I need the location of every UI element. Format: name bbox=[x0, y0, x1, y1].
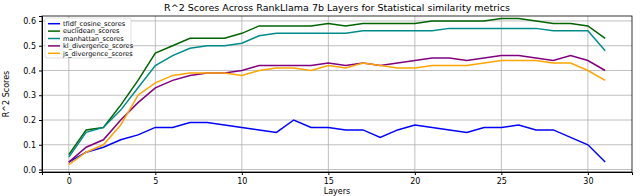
chart: 0 5 10 15 20 25 30 0.0 0.1 0.2 0.3 0.4 0.5 0.6 tfidf_c… bbox=[0, 0, 640, 196]
legend: tfidf_cosine_scoreseuclidean_scoresmanha… bbox=[45, 18, 134, 58]
tick: 0.4 bbox=[23, 67, 42, 76]
grid-line bbox=[501, 16, 502, 172]
tick-label: 0.3 bbox=[23, 91, 36, 100]
tick-mark bbox=[155, 172, 156, 175]
tick-label: 0.5 bbox=[23, 42, 36, 51]
legend-swatch bbox=[48, 53, 60, 55]
grid-line bbox=[587, 16, 588, 172]
series-line bbox=[69, 56, 605, 162]
tick-label: 10 bbox=[237, 177, 247, 186]
tick: 15 bbox=[324, 172, 334, 186]
tick-mark bbox=[39, 46, 42, 47]
x-axis-title: Layers bbox=[324, 187, 350, 196]
title: R^2 Scores Across RankLlama 7b Layers fo… bbox=[164, 2, 510, 13]
grid-line bbox=[42, 169, 632, 170]
tick-mark bbox=[69, 172, 70, 175]
grid-line bbox=[414, 16, 415, 172]
tick-mark bbox=[39, 145, 42, 146]
tick: 10 bbox=[237, 172, 247, 186]
tick-mark bbox=[501, 172, 502, 175]
tick: 0.6 bbox=[23, 17, 42, 26]
tick-mark bbox=[39, 70, 42, 71]
tick-label: 0.6 bbox=[23, 17, 36, 26]
tick-label: 0.2 bbox=[23, 116, 36, 125]
grid-line bbox=[42, 144, 632, 145]
tick-mark bbox=[39, 21, 42, 22]
legend-label: js_divergence_scores bbox=[62, 50, 133, 58]
grid-line bbox=[42, 120, 632, 121]
tick-mark bbox=[588, 172, 589, 175]
tick-label: 5 bbox=[153, 177, 158, 186]
tick: 0.2 bbox=[23, 116, 42, 125]
tick-mark bbox=[39, 95, 42, 96]
grid bbox=[42, 16, 632, 172]
series-line bbox=[69, 120, 605, 162]
tick-label: 0.4 bbox=[23, 67, 36, 76]
legend-swatch bbox=[48, 30, 60, 32]
y-axis: 0.0 0.1 0.2 0.3 0.4 0.5 0.6 bbox=[23, 17, 42, 175]
tick-label: 0 bbox=[67, 177, 72, 186]
tick-mark bbox=[39, 170, 42, 171]
tick-label: 15 bbox=[324, 177, 334, 186]
grid-line bbox=[328, 16, 329, 172]
series-line bbox=[69, 61, 605, 165]
grid-line bbox=[42, 95, 632, 96]
lines bbox=[69, 18, 605, 164]
tick: 5 bbox=[153, 172, 158, 186]
grid-line bbox=[155, 16, 156, 172]
y-axis-title: R^2 Scores bbox=[2, 71, 11, 117]
tick-mark bbox=[415, 172, 416, 175]
x-axis: 0 5 10 15 20 25 30 bbox=[43, 172, 633, 186]
tick: 0.1 bbox=[23, 141, 42, 150]
tick-label: 0.0 bbox=[23, 166, 36, 175]
tick-mark bbox=[39, 120, 42, 121]
tick-label: 0.1 bbox=[23, 141, 36, 150]
tick: 25 bbox=[497, 172, 507, 186]
tick: 0.5 bbox=[23, 42, 42, 51]
axis-line bbox=[43, 173, 633, 176]
tick: 30 bbox=[583, 172, 593, 186]
tick: 0.3 bbox=[23, 91, 42, 100]
plot-frame bbox=[42, 16, 632, 172]
legend-swatch bbox=[48, 38, 60, 40]
tick: 20 bbox=[410, 172, 420, 186]
grid-line bbox=[42, 70, 632, 71]
legend-swatch bbox=[48, 23, 60, 25]
tick: 0 bbox=[67, 172, 72, 186]
plot-area: 0 5 10 15 20 25 30 0.0 0.1 0.2 0.3 0.4 0.5 0.6 tfidf_c… bbox=[23, 16, 632, 186]
tick-label: 20 bbox=[410, 177, 420, 186]
tick-label: 25 bbox=[497, 177, 507, 186]
tick-label: 30 bbox=[583, 177, 593, 186]
legend-swatch bbox=[48, 45, 60, 47]
axis-line bbox=[39, 17, 43, 173]
tick-mark bbox=[242, 172, 243, 175]
grid-line bbox=[241, 16, 242, 172]
tick: 0.0 bbox=[23, 166, 42, 175]
tick-mark bbox=[328, 172, 329, 175]
